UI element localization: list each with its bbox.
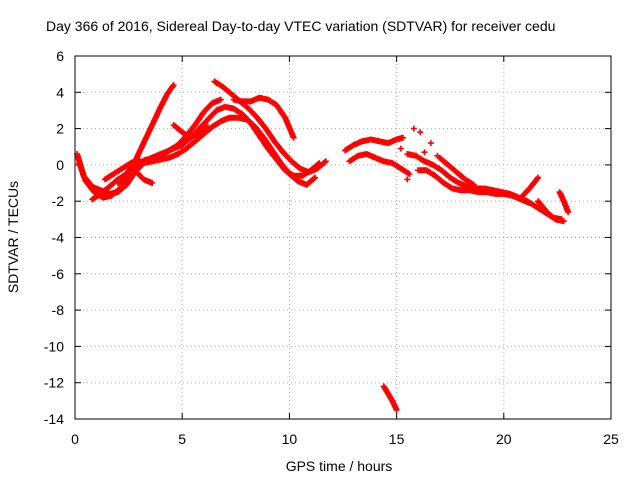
- data-point: [290, 134, 297, 141]
- data-point: [321, 159, 328, 166]
- y-tick-label: 2: [56, 121, 64, 137]
- series-16: [415, 167, 533, 206]
- plot-frame: [74, 55, 612, 420]
- data-point: [526, 200, 533, 206]
- y-tick-label: 6: [56, 48, 64, 64]
- series-8: [157, 96, 224, 159]
- data-point: [217, 96, 224, 103]
- data-point: [312, 174, 319, 181]
- data-point: [404, 176, 411, 183]
- data-point: [534, 175, 541, 182]
- gridlines: [75, 56, 611, 419]
- y-tick-label: -14: [44, 411, 64, 427]
- x-tick-label: 20: [496, 431, 512, 447]
- x-axis-label: GPS time / hours: [286, 458, 393, 474]
- data-point: [421, 149, 428, 156]
- series-9: [170, 122, 211, 141]
- series-13: [346, 151, 413, 177]
- data-point: [470, 181, 477, 188]
- series-14: [380, 383, 400, 413]
- y-axis-label: SDTVAR / TECUs: [5, 181, 21, 293]
- chart-title: Day 366 of 2016, Sidereal Day-to-day VTE…: [46, 18, 555, 34]
- data-point: [322, 158, 329, 165]
- y-tick-label: -4: [52, 230, 65, 246]
- series-15: [404, 151, 565, 223]
- y-tick-label: 0: [56, 157, 64, 173]
- series-19: [535, 198, 567, 225]
- data-point: [204, 123, 211, 130]
- data-point: [427, 140, 434, 147]
- x-tick-label: 25: [603, 431, 619, 447]
- data-point: [565, 209, 572, 216]
- data-point: [393, 406, 400, 413]
- data-point: [410, 125, 417, 132]
- series-11: [230, 94, 297, 141]
- data-point: [170, 82, 177, 88]
- series-17: [436, 154, 477, 188]
- x-tick-label: 15: [389, 431, 405, 447]
- data-marks: [74, 78, 572, 413]
- y-tick-label: -8: [52, 302, 65, 318]
- y-tick-label: -6: [52, 266, 65, 282]
- data-point: [417, 129, 424, 136]
- data-point: [535, 174, 542, 181]
- series-21: [397, 125, 441, 183]
- series-10: [211, 78, 329, 176]
- data-point: [434, 152, 441, 159]
- data-point: [311, 175, 318, 182]
- data-point: [149, 180, 156, 186]
- y-tick-label: 4: [56, 84, 64, 100]
- data-point: [406, 171, 413, 177]
- series-12: [342, 134, 406, 154]
- data-point: [397, 145, 404, 152]
- y-tick-label: -12: [44, 375, 64, 391]
- y-tick-label: -10: [44, 338, 64, 354]
- series-18: [518, 174, 542, 201]
- x-tick-label: 0: [71, 431, 79, 447]
- data-point: [560, 218, 567, 225]
- x-tick-label: 10: [282, 431, 298, 447]
- series-20: [556, 189, 572, 216]
- x-tick-label: 5: [178, 431, 186, 447]
- y-tick-label: -2: [52, 193, 65, 209]
- data-point: [400, 134, 406, 141]
